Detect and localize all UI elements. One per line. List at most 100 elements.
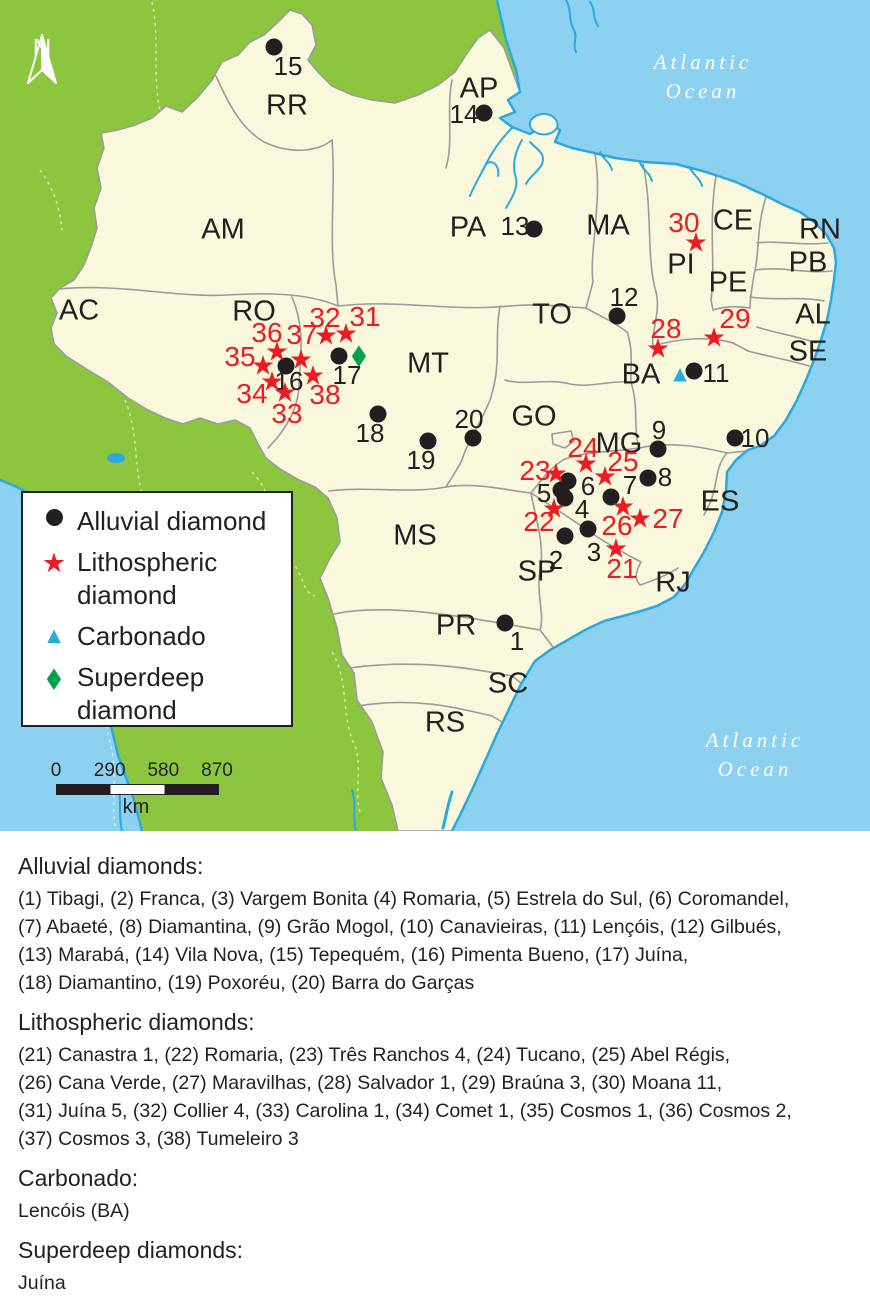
state-label-RO: RO [232,295,276,328]
marker-number-label: 24 [567,432,599,463]
caption-section: Lithospheric diamonds: (21) Canastra 1, (… [18,1009,856,1153]
legend-label: Carbonado [77,621,206,651]
alluvial-dot-marker [559,472,577,490]
marker-number-label: 27 [652,503,684,534]
scale-bar-segments [56,784,219,795]
marker-number-label: 4 [574,494,590,524]
lithospheric-star-marker: ★ [627,503,653,534]
caption-section: Alluvial diamonds: (1) Tibagi, (2) Franca… [18,853,856,997]
caption-line: (18) Diamantino, (19) Poxoréu, (20) Barr… [18,972,475,994]
caption-heading: Alluvial diamonds: [18,853,204,879]
marker-number-label: 8 [657,462,673,492]
marker-number-label: 23 [519,455,551,486]
marker-number-label: 13 [500,211,530,241]
marker-number-label: 5 [536,478,552,508]
state-label-BA: BA [621,358,661,391]
marker-number-label: 17 [332,360,362,390]
carbonado-triangle-marker: ▲ [668,360,692,387]
lithospheric-star-marker: ★ [272,377,298,408]
state-label-RN: RN [799,213,841,246]
marker-number-label: 32 [309,302,341,333]
marker-number-label: 34 [236,378,268,409]
state-label-MT: MT [407,347,449,380]
ocean-label-line: Ocean [665,79,741,103]
marker-number-label: 35 [224,341,256,372]
alluvial-dot-marker [496,614,514,632]
scale-tick-label: 0 [50,760,62,781]
lithospheric-star-marker: ★ [288,344,314,375]
scale-tick-label: 870 [201,760,233,781]
alluvial-dot-marker [464,429,482,447]
state-label-TO: TO [532,298,572,331]
state-label-MG: MG [595,427,643,460]
ocean-label-line: Ocean [717,757,793,781]
lithospheric-star-marker: ★ [259,366,285,397]
legend-symbol-carbonado-icon: ▲ [31,620,77,653]
state-label-SE: SE [788,335,828,368]
marker-number-label: 12 [609,282,639,312]
marker-number-label: 7 [622,470,638,500]
marker-number-label: 20 [454,404,484,434]
marker-number-label: 33 [271,398,303,429]
state-label-CE: CE [712,204,754,237]
legend-label: Alluvial diamond [77,506,267,536]
marker-number-label: 16 [274,366,304,396]
caption-heading: Superdeep diamonds: [18,1237,244,1263]
state-label-AP: AP [459,72,499,105]
legend-symbol-superdeep-icon: ◆ [31,661,77,727]
state-label-MS: MS [393,519,437,552]
marker-number-label: 36 [251,317,283,348]
marker-number-label: 30 [668,207,700,238]
lithospheric-star-marker: ★ [333,318,359,349]
marker-number-label: 15 [273,51,303,81]
marker-number-label: 38 [309,379,341,410]
caption-line: (13) Marabá, (14) Vila Nova, (15) Tepequ… [18,944,689,966]
lake-titicaca [107,453,125,463]
caption-line: Lencóis (BA) [18,1200,130,1222]
alluvial-dot-marker [419,432,437,450]
state-label-AL: AL [795,298,831,331]
marker-number-label: 2 [548,545,564,575]
lithospheric-star-icon: ★ [41,548,67,578]
caption-heading: Carbonado: [18,1165,139,1191]
lithospheric-star-marker: ★ [543,458,569,489]
lithospheric-star-marker: ★ [264,336,290,367]
compass-needle-icon [27,34,57,84]
state-label-ES: ES [700,485,740,518]
lithospheric-star-marker: ★ [701,322,727,353]
marker-number-label: 25 [607,446,639,477]
state-label-AC: AC [58,294,100,327]
marker-number-label: 26 [601,510,633,541]
caption: Alluvial diamonds: (1) Tibagi, (2) Franca… [0,831,870,1297]
marker-number-label: 28 [650,313,682,344]
caption-heading: Lithospheric diamonds: [18,1009,255,1035]
marker-number-label: 22 [523,506,555,537]
alluvial-dot-marker [649,440,667,458]
alluvial-dot-marker [556,527,574,545]
state-label-RR: RR [266,89,308,122]
brazil-diamond-map: Atlantic Ocean Atlantic Ocean RR AM AC RO AP PA MA… [0,0,870,831]
state-label-SP: SP [517,555,557,588]
lithospheric-star-marker: ★ [610,491,636,522]
lithospheric-star-marker: ★ [250,350,276,381]
state-label-PA: PA [449,211,487,244]
legend-item-lithospheric: ★ Lithospheric diamond [31,546,291,612]
legend-item-alluvial: Alluvial diamond [31,505,291,538]
carbonado-triangle-icon: ▲ [42,622,66,648]
state-label-RS: RS [424,706,466,739]
rivers [117,0,703,831]
caption-line: (37) Cosmos 3, (38) Tumeleiro 3 [18,1128,299,1150]
lithospheric-star-marker: ★ [300,360,326,391]
alluvial-dot-marker [685,362,703,380]
lithospheric-star-marker: ★ [541,493,567,524]
alluvial-dot-marker [602,488,620,506]
superdeep-diamond-marker: ◆ [351,337,367,371]
state-label-PE: PE [708,266,748,299]
legend-item-superdeep: ◆ Superdeep diamond [31,661,291,727]
legend-label: Superdeep diamond [77,662,205,725]
state-label-PI: PI [667,248,695,281]
lithospheric-star-marker: ★ [313,320,339,351]
ocean-label-line: Atlantic [653,50,753,74]
legend-symbol-lithospheric-icon: ★ [31,546,77,612]
alluvial-dot-marker [369,405,387,423]
